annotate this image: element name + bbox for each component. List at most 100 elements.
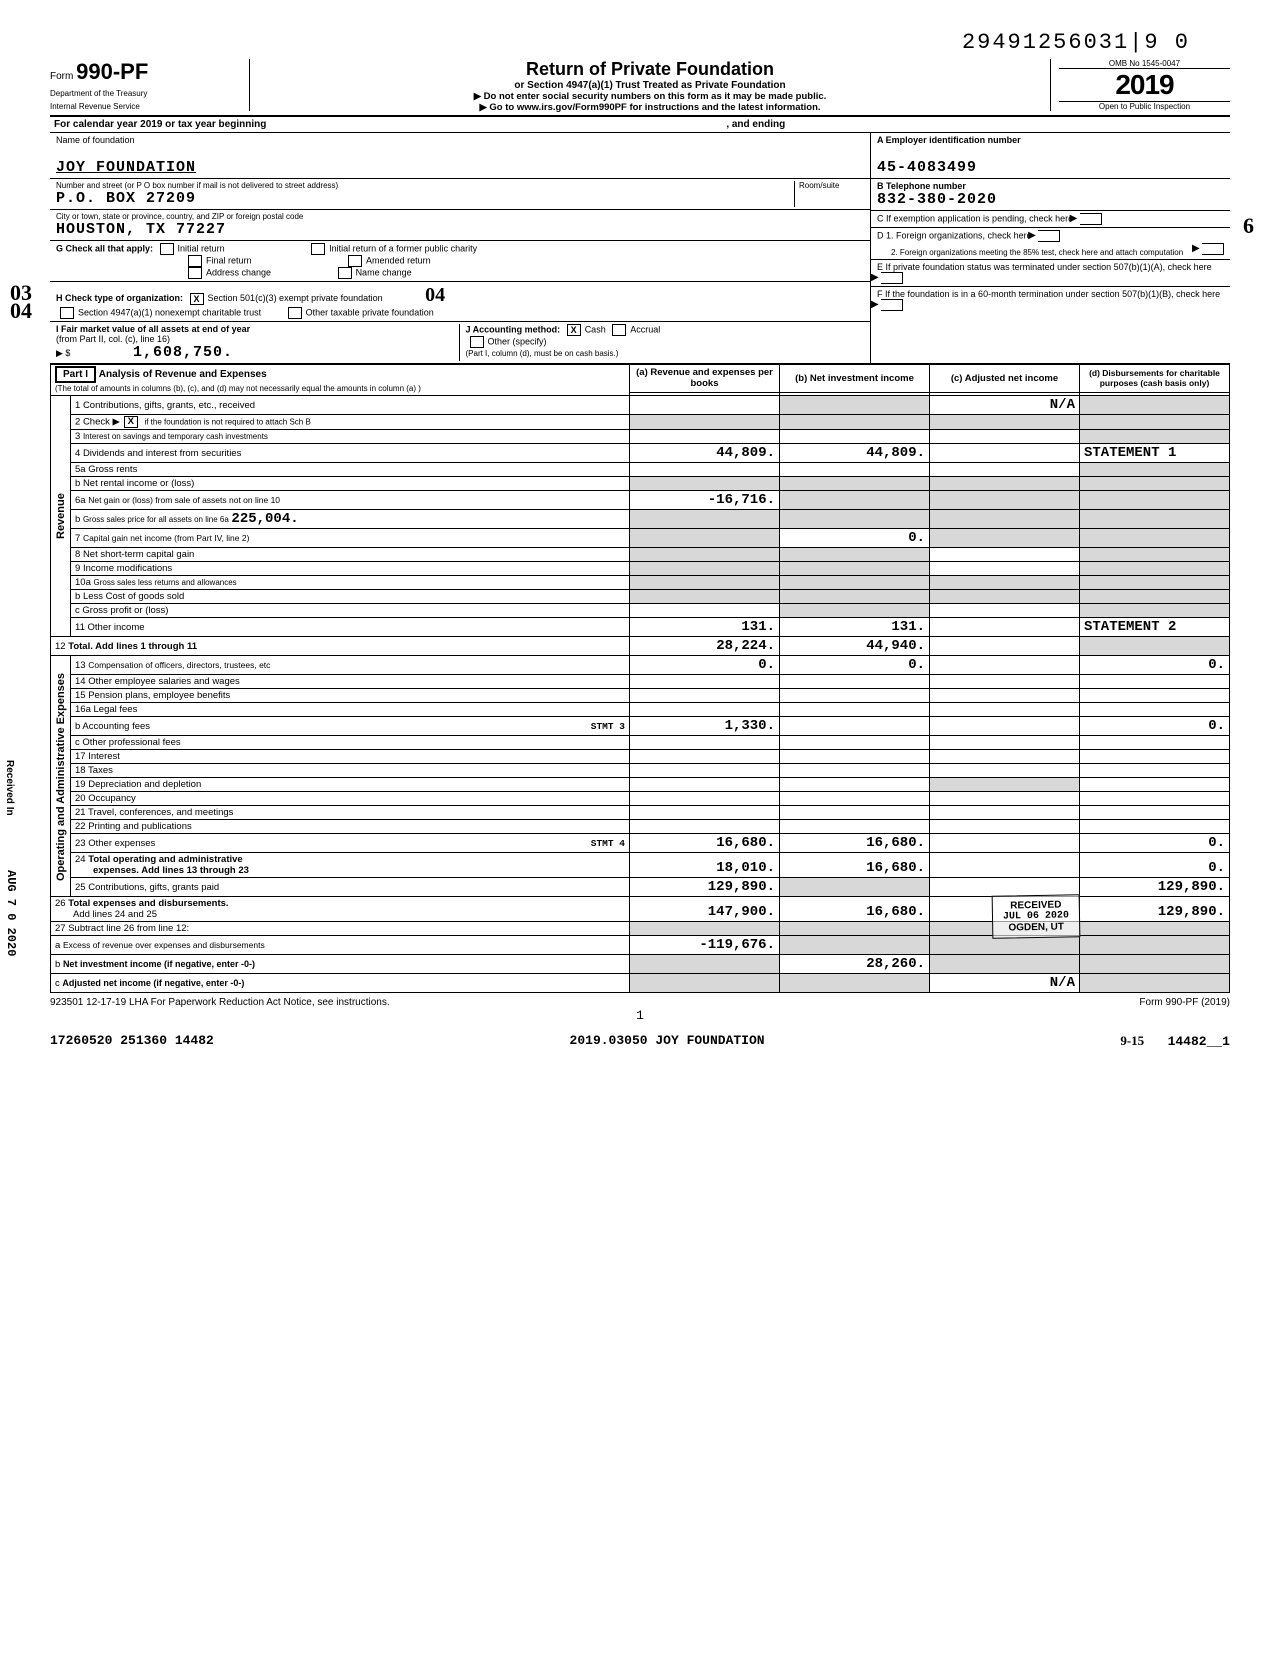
opt-othertax: Other taxable private foundation (306, 307, 434, 317)
hand-6: 6 (1243, 213, 1254, 239)
bottom-left: 17260520 251360 14482 (50, 1033, 214, 1049)
r26d: 129,890. (1080, 897, 1230, 922)
r2: Check ▶ (83, 417, 120, 428)
hand-sig: 9-15 (1120, 1033, 1144, 1048)
form-link: ▶ Go to www.irs.gov/Form990PF for instru… (258, 102, 1042, 113)
cal-year-ending: , and ending (726, 119, 785, 130)
chk-amended[interactable] (348, 255, 362, 267)
r27a: Excess of revenue over expenses and disb… (63, 940, 265, 950)
part1-label: Part I (55, 366, 96, 383)
r24: Total operating and administrative (88, 854, 243, 865)
form-warning: ▶ Do not enter social security numbers o… (258, 91, 1042, 102)
received-stamp: RECEIVED JUL 06 2020 OGDEN, UT (992, 894, 1081, 939)
box-j-label: J Accounting method: (466, 324, 561, 334)
r16ba: 1,330. (630, 717, 780, 736)
tax-year: 2019 (1059, 69, 1230, 101)
opt-former: Initial return of a former public charit… (329, 243, 477, 253)
chk-f[interactable] (881, 299, 903, 311)
r27c: Adjusted net income (if negative, enter … (62, 978, 244, 988)
box-g: G Check all that apply: Initial return I… (50, 241, 870, 282)
opt-final: Final return (206, 255, 252, 265)
chk-other[interactable] (470, 336, 484, 348)
chk-e[interactable] (881, 272, 903, 284)
r13b: 0. (780, 656, 930, 675)
chk-d1[interactable] (1038, 230, 1060, 242)
chk-former[interactable] (311, 243, 325, 255)
r9: Income modifications (83, 563, 172, 574)
opt-amended: Amended return (366, 255, 431, 265)
r27: Subtract line 26 from line 12: (68, 923, 189, 934)
r10a: Gross sales less returns and allowances (94, 578, 237, 587)
chk-d2[interactable] (1202, 243, 1224, 255)
chk-namechg[interactable] (338, 267, 352, 279)
form-number: 990-PF (76, 59, 148, 84)
footer-right: Form 990-PF (2019) (1139, 997, 1230, 1008)
page-number: 1 (50, 1008, 1230, 1023)
r24d: 0. (1080, 853, 1230, 878)
na-c: N/A (930, 396, 1080, 415)
chk-final[interactable] (188, 255, 202, 267)
chk-cash[interactable]: X (567, 324, 581, 336)
chk-othertax[interactable] (288, 307, 302, 319)
dept-line2: Internal Revenue Service (50, 102, 241, 111)
chk-addrchg[interactable] (188, 267, 202, 279)
opt-addrchg: Address change (206, 267, 271, 277)
col-b: (b) Net investment income (780, 365, 930, 393)
col-d: (d) Disbursements for charitable purpose… (1080, 365, 1230, 393)
fmv-value: 1,608,750. (133, 344, 233, 361)
hand-ou: 04 (425, 284, 445, 306)
r1: Contributions, gifts, grants, etc., rece… (83, 400, 255, 411)
r25: Contributions, gifts, grants paid (88, 882, 219, 893)
foundation-name: JOY FOUNDATION (56, 159, 864, 176)
r21: Travel, conferences, and meetings (88, 807, 233, 818)
r7b: 0. (780, 529, 930, 548)
foundation-address: P.O. BOX 27209 (56, 190, 794, 207)
r25d: 129,890. (1080, 878, 1230, 897)
r13a: 0. (630, 656, 780, 675)
form-prefix: Form (50, 71, 73, 82)
col-c: (c) Adjusted net income (930, 365, 1080, 393)
r6bval: 225,004. (231, 511, 298, 527)
dln-number: 29491256031|9 0 (50, 30, 1230, 55)
r27b: Net investment income (if negative, ente… (63, 959, 255, 969)
r27bb: 28,260. (780, 955, 930, 974)
r11a: 131. (630, 618, 780, 637)
r23d: 0. (1080, 834, 1230, 853)
chk-501c3[interactable]: X (190, 293, 204, 305)
r26a: 147,900. (630, 897, 780, 922)
chk-c[interactable] (1080, 213, 1102, 225)
r6b: Gross sales price for all assets on line… (83, 515, 229, 524)
revenue-side: Revenue (51, 396, 71, 637)
r7: Capital gain net income (from Part IV, l… (83, 533, 249, 543)
chk-accrual[interactable] (612, 324, 626, 336)
stamp-l3: OGDEN, UT (1003, 921, 1069, 933)
open-inspection: Open to Public Inspection (1059, 101, 1230, 111)
box-g-label: G Check all that apply: (56, 243, 153, 253)
chk-initial[interactable] (160, 243, 174, 255)
r26bval: 16,680. (780, 897, 930, 922)
r17: Interest (88, 751, 120, 762)
box-b-label: B Telephone number (877, 181, 966, 191)
r20: Occupancy (88, 793, 136, 804)
opt-namechg: Name change (356, 267, 412, 277)
bottom-right: 14482__1 (1168, 1034, 1230, 1049)
r12: Total. Add lines 1 through 11 (68, 641, 197, 652)
form-subtitle: or Section 4947(a)(1) Trust Treated as P… (258, 80, 1042, 91)
part1-sub: (The total of amounts in columns (b), (c… (55, 384, 421, 393)
box-f: F If the foundation is in a 60-month ter… (877, 289, 1220, 299)
r24a: 18,010. (630, 853, 780, 878)
received-date-side: AUG 7 0 2020 (4, 870, 18, 956)
r26: Total expenses and disbursements. (68, 898, 228, 909)
bottom-mid: 2019.03050 JOY FOUNDATION (570, 1033, 765, 1049)
chk-4947[interactable] (60, 307, 74, 319)
box-i-sub: (from Part II, col. (c), line 16) (56, 334, 170, 344)
part1-title: Analysis of Revenue and Expenses (99, 369, 267, 380)
r4d: STATEMENT 1 (1080, 444, 1230, 463)
r18: Taxes (88, 765, 113, 776)
r15: Pension plans, employee benefits (88, 690, 230, 701)
r5a: Gross rents (88, 464, 137, 475)
opadmin-side: Operating and Administrative Expenses (51, 656, 71, 897)
cal-year-label: For calendar year 2019 or tax year begin… (54, 119, 266, 130)
box-d1: D 1. Foreign organizations, check here (877, 230, 1032, 240)
box-c: C If exemption application is pending, c… (877, 213, 1073, 223)
